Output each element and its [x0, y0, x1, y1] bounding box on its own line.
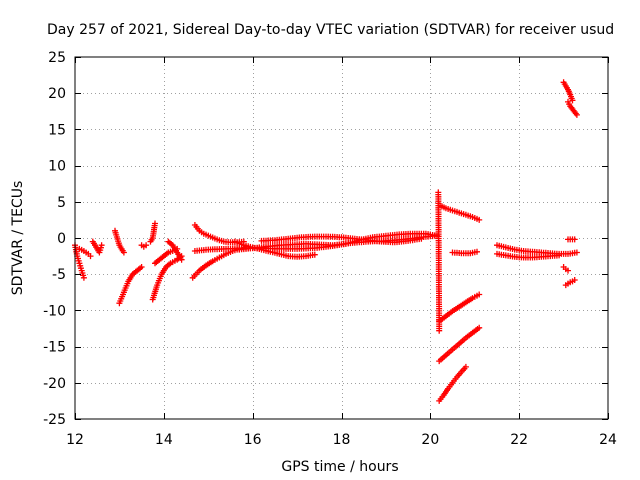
data-point	[311, 251, 318, 258]
data-point	[474, 248, 480, 255]
series-arc-v	[449, 248, 480, 257]
series-arc-w	[494, 242, 580, 257]
y-tick-label: 5	[57, 195, 66, 211]
y-tick-label: -10	[43, 303, 66, 319]
y-tick-label: -25	[43, 412, 66, 428]
data-point	[569, 97, 576, 104]
data-point	[571, 236, 578, 243]
data-point	[152, 220, 158, 227]
y-tick-label: 20	[48, 86, 66, 102]
series-arc-y	[560, 79, 576, 104]
series-arc-e	[116, 264, 145, 307]
y-tick-label: -5	[52, 267, 66, 283]
data-point	[476, 216, 483, 223]
series-arc-aa	[565, 236, 578, 243]
data-point	[138, 264, 145, 270]
axis-ticks: 12 14 16 18 20 22 24 -25 -20 -15 -10 -5 0 5 10 15 20 25	[43, 50, 617, 448]
data-point	[565, 267, 571, 274]
data-point	[573, 249, 580, 256]
series-arc-u	[436, 363, 469, 404]
series-arc-ac	[562, 277, 578, 289]
data-point	[87, 253, 94, 260]
x-tick-label: 14	[155, 432, 173, 448]
series-arc-b	[76, 245, 94, 260]
series-arc-n	[231, 238, 318, 260]
x-tick-label: 16	[244, 432, 262, 448]
data-point	[80, 274, 87, 281]
x-tick-label: 12	[66, 432, 84, 448]
y-tick-label: 25	[48, 50, 66, 66]
y-tick-label: 0	[57, 231, 66, 247]
chart-title: Day 257 of 2021, Sidereal Day-to-day VTE…	[47, 22, 614, 38]
series-arc-ab	[560, 264, 571, 274]
data-point	[573, 111, 580, 118]
y-axis-label: SDTVAR / TECUs	[10, 181, 26, 296]
x-tick-label: 24	[599, 432, 617, 448]
y-tick-label: 15	[48, 122, 66, 138]
series-arc-f	[138, 242, 150, 250]
data-point	[571, 277, 578, 283]
x-tick-label: 20	[421, 432, 439, 448]
series-arc-s	[436, 291, 483, 325]
series-arc-c	[89, 238, 105, 256]
data-point	[462, 363, 469, 370]
data-point	[436, 327, 443, 334]
x-axis-label: GPS time / hours	[281, 459, 398, 475]
series-arc-j	[165, 238, 185, 263]
series-arc-t	[436, 324, 483, 365]
data-point	[418, 235, 425, 242]
series-arc-o	[236, 230, 440, 253]
data-point	[143, 242, 150, 249]
series-arc-r	[435, 189, 443, 334]
x-tick-label: 18	[333, 432, 351, 448]
series-arc-p	[258, 233, 425, 246]
data-point	[556, 252, 563, 259]
y-tick-label: -15	[43, 340, 66, 356]
x-tick-label: 22	[510, 432, 528, 448]
data-point	[476, 324, 483, 331]
data-point	[98, 242, 105, 249]
series-arc-z	[565, 98, 580, 118]
data-point	[476, 291, 483, 298]
series-arc-x	[494, 250, 563, 261]
series-arc-d	[112, 227, 127, 256]
data-point	[178, 256, 185, 263]
y-tick-label: -20	[43, 376, 66, 392]
data-points	[72, 79, 580, 404]
y-tick-label: 10	[48, 159, 66, 175]
data-point	[120, 249, 127, 256]
series-arc-g	[147, 220, 158, 245]
